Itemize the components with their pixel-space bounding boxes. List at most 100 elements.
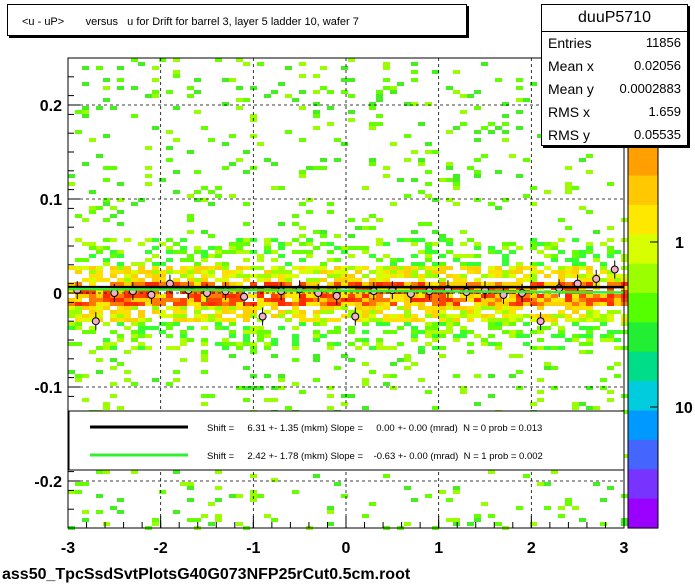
heatmap-cell [418, 266, 425, 270]
heatmap-cell [544, 366, 551, 370]
heatmap-cell [425, 310, 432, 314]
heatmap-cell [82, 218, 89, 222]
heatmap-cell [453, 202, 460, 206]
heatmap-cell [187, 258, 194, 262]
heatmap-cell [432, 270, 439, 274]
heatmap-cell [411, 254, 418, 258]
heatmap-cell [530, 270, 537, 274]
heatmap-cell [201, 402, 208, 406]
heatmap-cell [306, 298, 313, 302]
heatmap-cell [271, 270, 278, 274]
heatmap-cell [425, 298, 432, 302]
heatmap-cell [299, 174, 306, 178]
heatmap-cell [572, 186, 579, 190]
heatmap-cell [250, 282, 257, 286]
heatmap-cell [404, 102, 411, 106]
heatmap-cell [474, 514, 481, 518]
heatmap-cell [425, 266, 432, 270]
heatmap-cell [607, 226, 614, 230]
heatmap-cell [502, 254, 509, 258]
heatmap-cell [390, 202, 397, 206]
heatmap-cell [278, 314, 285, 318]
heatmap-cell [124, 238, 131, 242]
heatmap-cell [439, 238, 446, 242]
heatmap-cell [467, 270, 474, 274]
heatmap-cell [341, 294, 348, 298]
heatmap-cell [446, 330, 453, 334]
heatmap-cell [376, 322, 383, 326]
heatmap-cell [173, 138, 180, 142]
heatmap-cell [600, 270, 607, 274]
heatmap-cell [82, 330, 89, 334]
heatmap-cell [565, 314, 572, 318]
heatmap-cell [110, 394, 117, 398]
heatmap-cell [376, 294, 383, 298]
heatmap-cell [117, 282, 124, 286]
heatmap-cell [180, 266, 187, 270]
heatmap-cell [187, 86, 194, 90]
heatmap-cell [222, 302, 229, 306]
heatmap-cell [271, 478, 278, 482]
heatmap-cell [208, 266, 215, 270]
heatmap-cell [187, 266, 194, 270]
heatmap-cell [320, 262, 327, 266]
heatmap-cell [411, 498, 418, 502]
heatmap-cell [586, 210, 593, 214]
heatmap-cell [481, 342, 488, 346]
heatmap-cell [271, 518, 278, 522]
heatmap-cell [425, 102, 432, 106]
heatmap-cell [243, 302, 250, 306]
heatmap-cell [313, 266, 320, 270]
heatmap-cell [537, 298, 544, 302]
heatmap-cell [292, 302, 299, 306]
heatmap-cell [572, 318, 579, 322]
heatmap-cell [453, 254, 460, 258]
heatmap-cell [509, 318, 516, 322]
heatmap-cell [474, 310, 481, 314]
heatmap-cell [152, 266, 159, 270]
heatmap-cell [495, 270, 502, 274]
heatmap-cell [131, 318, 138, 322]
stats-row-mean-y: Mean y 0.0002883 [542, 78, 687, 100]
heatmap-cell [495, 322, 502, 326]
heatmap-cell [432, 322, 439, 326]
heatmap-cell [75, 110, 82, 114]
heatmap-cell [243, 62, 250, 66]
heatmap-cell [502, 122, 509, 126]
heatmap-cell [236, 306, 243, 310]
heatmap-cell [474, 158, 481, 162]
heatmap-cell [124, 318, 131, 322]
heatmap-cell [222, 310, 229, 314]
heatmap-cell [82, 482, 89, 486]
heatmap-cell [327, 258, 334, 262]
heatmap-cell [411, 178, 418, 182]
heatmap-cell [320, 158, 327, 162]
heatmap-cell [467, 254, 474, 258]
heatmap-cell [173, 170, 180, 174]
heatmap-cell [166, 258, 173, 262]
heatmap-cell [369, 310, 376, 314]
heatmap-cell [264, 278, 271, 282]
heatmap-cell [243, 338, 250, 342]
heatmap-cell [222, 102, 229, 106]
heatmap-cell [159, 330, 166, 334]
heatmap-cell [502, 258, 509, 262]
heatmap-cell [446, 266, 453, 270]
heatmap-cell [411, 330, 418, 334]
heatmap-cell [516, 278, 523, 282]
heatmap-cell [271, 338, 278, 342]
heatmap-cell [222, 274, 229, 278]
heatmap-cell [138, 318, 145, 322]
heatmap-cell [173, 58, 180, 62]
heatmap-cell [334, 278, 341, 282]
heatmap-cell [201, 274, 208, 278]
heatmap-cell [467, 294, 474, 298]
heatmap-cell [201, 278, 208, 282]
heatmap-cell [383, 382, 390, 386]
heatmap-cell [467, 166, 474, 170]
heatmap-cell [362, 266, 369, 270]
heatmap-cell [327, 274, 334, 278]
heatmap-cell [481, 298, 488, 302]
heatmap-cell [201, 254, 208, 258]
heatmap-cell [334, 270, 341, 274]
